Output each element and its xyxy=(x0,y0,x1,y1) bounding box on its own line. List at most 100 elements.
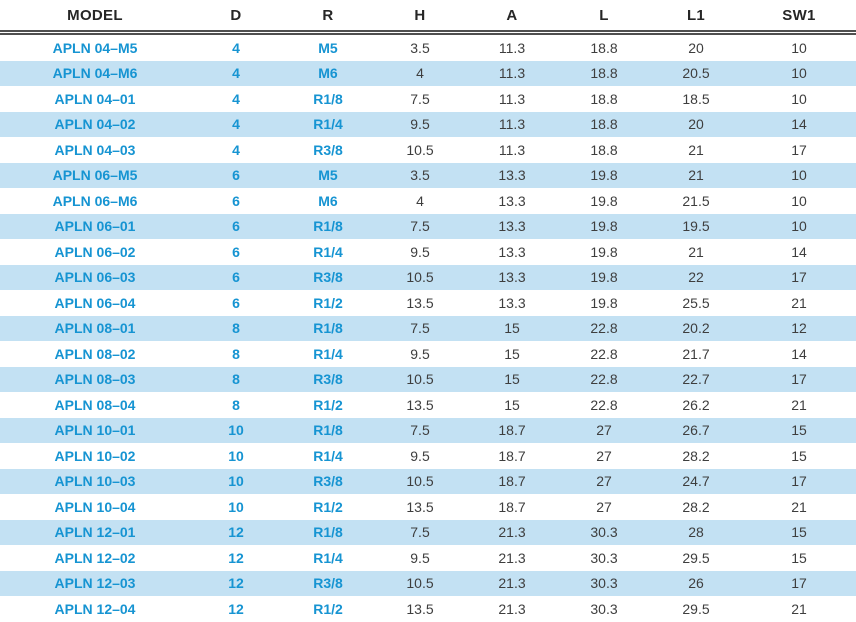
cell-h: 10.5 xyxy=(374,137,466,163)
cell-h: 9.5 xyxy=(374,111,466,137)
cell-l1: 20.2 xyxy=(650,315,742,341)
cell-a: 11.3 xyxy=(466,111,558,137)
cell-l1: 20.5 xyxy=(650,60,742,86)
table-row: APLN 12–04 12 R1/2 13.5 21.3 30.3 29.5 21 xyxy=(0,596,856,622)
cell-a: 13.3 xyxy=(466,264,558,290)
table-row: APLN 08–04 8 R1/2 13.5 15 22.8 26.2 21 xyxy=(0,392,856,418)
cell-model: APLN 08–04 xyxy=(0,392,190,418)
table-row: APLN 04–02 4 R1/4 9.5 11.3 18.8 20 14 xyxy=(0,111,856,137)
cell-h: 10.5 xyxy=(374,570,466,596)
cell-r: R1/4 xyxy=(282,239,374,265)
cell-a: 21.3 xyxy=(466,545,558,571)
table-row: APLN 12–01 12 R1/8 7.5 21.3 30.3 28 15 xyxy=(0,519,856,545)
cell-l: 22.8 xyxy=(558,392,650,418)
cell-l1: 21 xyxy=(650,162,742,188)
cell-l: 18.8 xyxy=(558,137,650,163)
cell-l1: 25.5 xyxy=(650,290,742,316)
cell-r: R3/8 xyxy=(282,570,374,596)
cell-sw1: 17 xyxy=(742,570,856,596)
cell-sw1: 17 xyxy=(742,137,856,163)
cell-l1: 21 xyxy=(650,239,742,265)
cell-d: 10 xyxy=(190,443,282,469)
cell-h: 7.5 xyxy=(374,315,466,341)
cell-h: 4 xyxy=(374,188,466,214)
cell-r: R3/8 xyxy=(282,468,374,494)
cell-l1: 18.5 xyxy=(650,86,742,112)
table-body: APLN 04–M5 4 M5 3.5 11.3 18.8 20 10 APLN 04–M6 4 M… xyxy=(0,32,856,622)
cell-l1: 28.2 xyxy=(650,443,742,469)
cell-l1: 26.7 xyxy=(650,417,742,443)
cell-d: 4 xyxy=(190,137,282,163)
cell-l: 18.8 xyxy=(558,32,650,61)
cell-h: 9.5 xyxy=(374,341,466,367)
table-row: APLN 08–02 8 R1/4 9.5 15 22.8 21.7 14 xyxy=(0,341,856,367)
cell-sw1: 10 xyxy=(742,213,856,239)
cell-a: 11.3 xyxy=(466,86,558,112)
table-row: APLN 04–M5 4 M5 3.5 11.3 18.8 20 10 xyxy=(0,32,856,61)
cell-d: 10 xyxy=(190,468,282,494)
cell-l: 19.8 xyxy=(558,162,650,188)
cell-l: 19.8 xyxy=(558,213,650,239)
column-header-l1: L1 xyxy=(650,0,742,35)
cell-a: 13.3 xyxy=(466,290,558,316)
cell-l: 30.3 xyxy=(558,570,650,596)
cell-sw1: 14 xyxy=(742,111,856,137)
cell-d: 4 xyxy=(190,86,282,112)
cell-a: 15 xyxy=(466,392,558,418)
column-header-h: H xyxy=(374,0,466,35)
cell-a: 15 xyxy=(466,341,558,367)
cell-sw1: 10 xyxy=(742,162,856,188)
cell-l1: 21.7 xyxy=(650,341,742,367)
table-header: MODEL D R H A L L1 SW1 xyxy=(0,0,856,35)
column-header-sw1: SW1 xyxy=(742,0,856,35)
cell-sw1: 12 xyxy=(742,315,856,341)
cell-l1: 28 xyxy=(650,519,742,545)
cell-h: 3.5 xyxy=(374,32,466,61)
cell-d: 4 xyxy=(190,32,282,61)
cell-sw1: 21 xyxy=(742,290,856,316)
column-header-d: D xyxy=(190,0,282,35)
table-row: APLN 06–03 6 R3/8 10.5 13.3 19.8 22 17 xyxy=(0,264,856,290)
cell-model: APLN 06–02 xyxy=(0,239,190,265)
cell-model: APLN 06–01 xyxy=(0,213,190,239)
column-header-model: MODEL xyxy=(0,0,190,35)
cell-r: M5 xyxy=(282,32,374,61)
cell-d: 8 xyxy=(190,341,282,367)
cell-sw1: 21 xyxy=(742,494,856,520)
table-row: APLN 04–M6 4 M6 4 11.3 18.8 20.5 10 xyxy=(0,60,856,86)
cell-model: APLN 04–M5 xyxy=(0,32,190,61)
cell-l1: 24.7 xyxy=(650,468,742,494)
cell-h: 7.5 xyxy=(374,86,466,112)
cell-d: 10 xyxy=(190,494,282,520)
cell-r: R1/4 xyxy=(282,111,374,137)
table-row: APLN 06–01 6 R1/8 7.5 13.3 19.8 19.5 10 xyxy=(0,213,856,239)
cell-model: APLN 10–01 xyxy=(0,417,190,443)
cell-d: 4 xyxy=(190,111,282,137)
table-header-row: MODEL D R H A L L1 SW1 xyxy=(0,0,856,35)
cell-d: 6 xyxy=(190,239,282,265)
cell-d: 8 xyxy=(190,366,282,392)
cell-model: APLN 12–01 xyxy=(0,519,190,545)
table-row: APLN 08–01 8 R1/8 7.5 15 22.8 20.2 12 xyxy=(0,315,856,341)
cell-a: 13.3 xyxy=(466,239,558,265)
cell-l: 27 xyxy=(558,468,650,494)
cell-a: 18.7 xyxy=(466,417,558,443)
cell-model: APLN 06–M6 xyxy=(0,188,190,214)
table-row: APLN 10–01 10 R1/8 7.5 18.7 27 26.7 15 xyxy=(0,417,856,443)
column-header-l: L xyxy=(558,0,650,35)
table-row: APLN 06–02 6 R1/4 9.5 13.3 19.8 21 14 xyxy=(0,239,856,265)
cell-a: 21.3 xyxy=(466,519,558,545)
table-row: APLN 10–02 10 R1/4 9.5 18.7 27 28.2 15 xyxy=(0,443,856,469)
cell-sw1: 15 xyxy=(742,417,856,443)
cell-r: R1/8 xyxy=(282,417,374,443)
cell-l: 30.3 xyxy=(558,545,650,571)
cell-a: 21.3 xyxy=(466,570,558,596)
cell-a: 18.7 xyxy=(466,443,558,469)
cell-model: APLN 04–01 xyxy=(0,86,190,112)
cell-a: 11.3 xyxy=(466,60,558,86)
cell-sw1: 10 xyxy=(742,60,856,86)
cell-h: 13.5 xyxy=(374,494,466,520)
cell-sw1: 15 xyxy=(742,443,856,469)
table-row: APLN 06–04 6 R1/2 13.5 13.3 19.8 25.5 21 xyxy=(0,290,856,316)
